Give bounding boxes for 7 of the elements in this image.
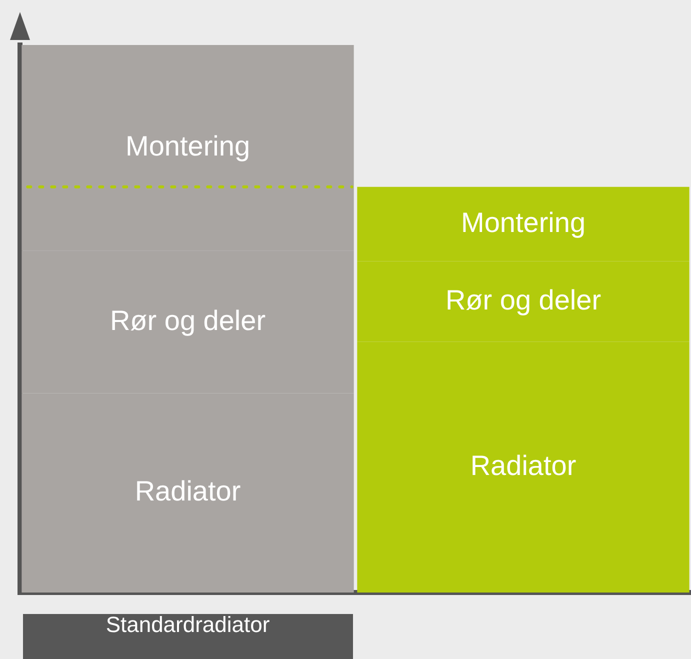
text: Radiator	[470, 450, 576, 481]
text: Rør og deler	[110, 304, 266, 336]
series-label: Montering	[460, 206, 586, 238]
series-label: Radiator	[134, 476, 241, 507]
x-tick-label: Standardradiator	[106, 612, 270, 637]
text: Montering	[125, 130, 250, 162]
series-label: Rør og deler	[445, 284, 602, 316]
